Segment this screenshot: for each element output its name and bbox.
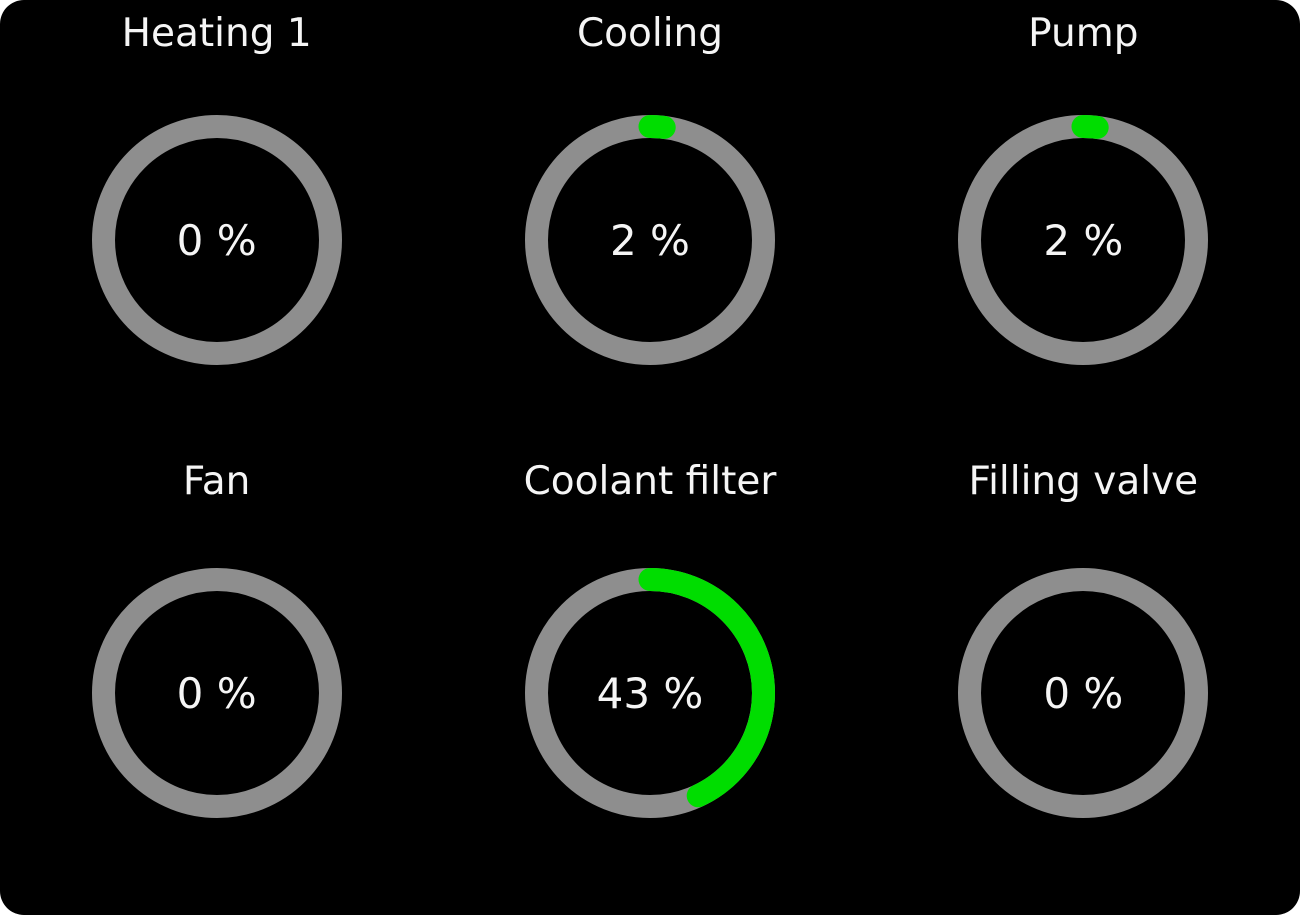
gauge-ring: 2 % — [524, 115, 775, 365]
gauge-ring-svg — [958, 115, 1209, 365]
gauge-cell-fan: Fan 0 % — [0, 460, 433, 818]
gauge-value: 2 % — [1043, 215, 1124, 265]
gauge-ring-svg — [524, 568, 775, 818]
gauge-track-ring — [958, 568, 1209, 818]
gauge-label: Heating 1 — [121, 11, 312, 56]
gauge-ring: 0 % — [91, 115, 342, 365]
gauge-row-top: Heating 1 0 % Cooling 2 % Pump — [0, 0, 1300, 365]
gauge-progress-arc — [524, 568, 775, 818]
gauge-label: Coolant filter — [523, 459, 777, 504]
gauge-track-ring — [91, 115, 342, 365]
gauge-value: 0 % — [176, 668, 257, 718]
gauge-progress-arc — [524, 115, 775, 365]
gauge-label: Fan — [182, 459, 251, 504]
gauge-value: 0 % — [176, 215, 257, 265]
gauge-ring: 0 % — [958, 568, 1209, 818]
gauge-cell-filling-valve: Filling valve 0 % — [867, 460, 1300, 818]
gauge-value: 43 % — [596, 668, 704, 718]
gauge-ring: 0 % — [91, 568, 342, 818]
gauge-progress-arc — [958, 115, 1209, 365]
gauge-row-bottom: Fan 0 % Coolant filter 43 % Filling valv… — [0, 460, 1300, 818]
gauge-track-ring — [91, 568, 342, 818]
gauge-value: 0 % — [1043, 668, 1124, 718]
gauge-ring-svg — [91, 115, 342, 365]
gauge-ring: 43 % — [524, 568, 775, 818]
gauge-ring-svg — [91, 568, 342, 818]
gauge-cell-coolant-filter: Coolant filter 43 % — [433, 460, 866, 818]
gauge-ring: 2 % — [958, 115, 1209, 365]
gauge-label: Pump — [1028, 11, 1139, 56]
gauge-label: Cooling — [576, 11, 724, 56]
gauge-label: Filling valve — [968, 459, 1199, 504]
gauge-ring-svg — [524, 115, 775, 365]
gauge-ring-svg — [958, 568, 1209, 818]
gauge-cell-pump: Pump 2 % — [867, 12, 1300, 365]
gauge-value: 2 % — [609, 215, 690, 265]
gauge-cell-heating-1: Heating 1 0 % — [0, 12, 433, 365]
gauge-cell-cooling: Cooling 2 % — [433, 12, 866, 365]
